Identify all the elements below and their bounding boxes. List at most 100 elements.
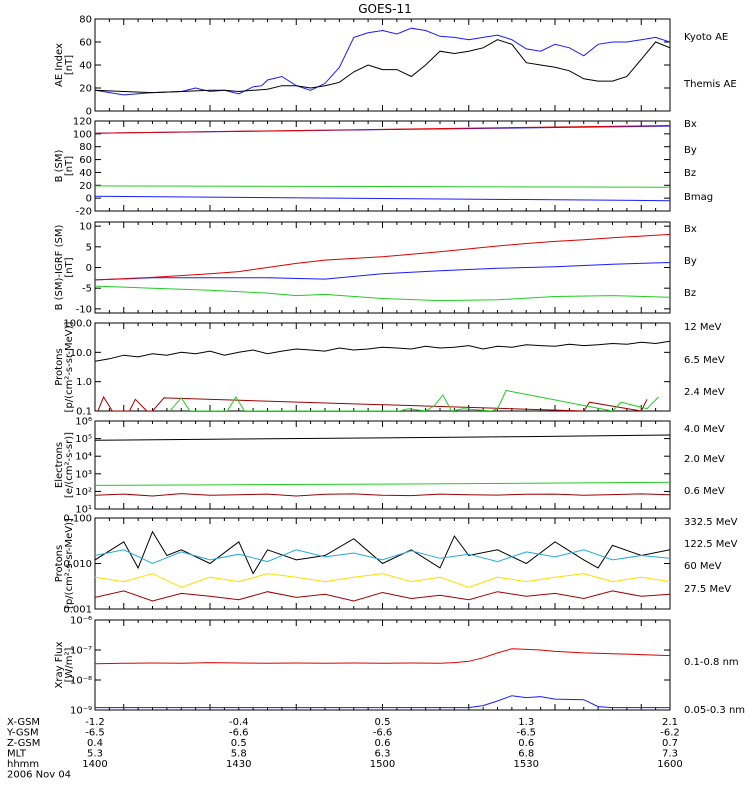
y-axis-label-line: [p/(cm²-s-sr-MeV)] (64, 321, 75, 412)
panel-protons_high: 0.001 0.010 0.100Protons[p/(cm²-s-sr-MeV)]… (54, 514, 738, 616)
y-tick-label: -10 (76, 304, 92, 315)
x-axis-row-value: 1600 (657, 759, 682, 770)
series-line-bz (95, 125, 670, 134)
legend-entry: By (684, 145, 697, 156)
legend-entry: 12 MeV (684, 322, 722, 333)
y-axis-label-line: Electrons (54, 442, 65, 488)
y-axis-label: Xray Flux[W/m²] (54, 641, 75, 688)
y-axis-label: Protons[p/(cm²-s-sr-MeV)] (54, 518, 75, 609)
y-tick-label: 60 (79, 38, 92, 49)
series-line-60-mev (95, 549, 670, 565)
legend-entry: Bmag (684, 192, 713, 203)
y-axis-label: AE Index[nT] (54, 43, 75, 87)
legend-entry: 122.5 MeV (684, 539, 738, 550)
x-axis-row-value: -6.5 (516, 728, 536, 739)
y-axis-label-line: Protons (54, 545, 65, 582)
y-axis-label-line: [nT] (64, 156, 75, 176)
series-line-0-6-mev (95, 434, 670, 441)
x-axis-row-value: 1530 (514, 759, 539, 770)
y-axis-label-line: Protons (54, 348, 65, 385)
y-tick-label: 100 (73, 129, 92, 140)
x-axis-row-value: 0.4 (87, 738, 103, 749)
legend-entry: 0.6 MeV (684, 486, 725, 497)
y-tick-label: 10⁻⁷ (70, 646, 92, 657)
y-tick-label: -5 (82, 284, 92, 295)
y-tick-label: 10⁻⁶ (70, 616, 92, 627)
panel-ae: 0 20 40 60 80 AE Index[nT] Kyoto AE Themis AE (54, 15, 737, 118)
series-line-27-5-mev (95, 590, 670, 602)
y-tick-label: 0.100 (63, 514, 92, 525)
x-axis-row-value: 1400 (82, 759, 107, 770)
x-axis-row-value: 5.3 (87, 749, 103, 760)
x-axis-row-value: 1430 (226, 759, 251, 770)
y-tick-label: 20 (79, 181, 92, 192)
y-axis-label-line: [nT] (64, 257, 75, 277)
x-axis-table: X-GSM -1.2 -0.4 0.5 1.3 2.1 Y-GSM -6.5 -6.6 -6.6 -… (6, 717, 683, 781)
y-tick-label: 10 (79, 222, 92, 233)
y-axis-label: B (SM)[nT] (54, 149, 75, 182)
y-tick-label: 80 (79, 15, 92, 26)
y-axis-label: Protons[p/(cm²-s-sr-MeV)] (54, 321, 75, 412)
x-axis-row-value: 0.6 (518, 738, 534, 749)
x-axis-row-label: Z-GSM (7, 738, 40, 749)
y-tick-label: 0.1 (76, 407, 92, 418)
series-line-bz (95, 233, 670, 281)
y-axis-label-line: [W/m²] (64, 647, 75, 682)
series-line-12-mev (97, 395, 648, 411)
series-line-0-05-0-3-nm (95, 695, 670, 709)
series-line-4-0-mev (95, 493, 670, 497)
series-line-0-1-0-8-nm (95, 648, 670, 665)
legend-entry: 6.5 MeV (684, 355, 725, 366)
y-tick-label: 5 (86, 242, 92, 253)
series-line-by (95, 185, 670, 188)
legend-entry: 4.0 MeV (684, 424, 725, 435)
x-axis-row-label: X-GSM (7, 717, 40, 728)
legend-entry: 27.5 MeV (684, 584, 731, 595)
legend-entry: 60 MeV (684, 561, 722, 572)
y-tick-label: 10⁴ (75, 452, 92, 463)
y-tick-label: 80 (79, 142, 92, 153)
y-tick-label: 0 (86, 107, 92, 118)
legend-entry: 0.1-0.8 nm (684, 657, 739, 668)
x-axis-row-value: 0.7 (662, 738, 678, 749)
legend-entry: 332.5 MeV (684, 517, 738, 528)
y-tick-label: 10⁻⁹ (70, 706, 92, 717)
series-line-122-5-mev (95, 573, 670, 588)
y-tick-label: 20 (79, 84, 92, 95)
y-axis-label: B (SM)-IGRF (SM)[nT] (54, 225, 75, 311)
x-axis-row-value: 5.8 (231, 749, 247, 760)
y-tick-label: 0 (86, 263, 92, 274)
legend-entry: Themis AE (683, 79, 737, 90)
y-tick-label: 10³ (75, 469, 92, 480)
x-axis-row-value: -1.2 (85, 717, 105, 728)
series-line-6-5-mev (169, 389, 659, 411)
legend-entry: Bz (684, 288, 696, 299)
y-tick-label: 0.010 (63, 559, 92, 570)
x-axis-date: 2006 Nov 04 (7, 770, 71, 781)
y-tick-label: 10¹ (75, 505, 92, 516)
legend-entry: 0.05-0.3 nm (684, 705, 745, 716)
x-axis-row-value: -6.6 (373, 728, 393, 739)
y-tick-label: 10.0 (70, 348, 92, 359)
x-axis-row-value: -6.2 (660, 728, 680, 739)
x-axis-row-value: -6.6 (229, 728, 249, 739)
y-tick-label: 10⁵ (75, 434, 92, 445)
x-axis-row-value: 0.5 (375, 717, 391, 728)
y-axis-label-line: AE Index (54, 43, 65, 87)
y-axis-label-line: [e/(cm²-s-sr)] (64, 432, 75, 498)
y-tick-label: 0.001 (63, 605, 92, 616)
y-tick-label: -20 (76, 207, 92, 218)
panel-xray: 10⁻⁹ 10⁻⁸ 10⁻⁷ 10⁻⁶ Xray Flux[W/m²] 0.1-0.8 n… (54, 616, 745, 717)
chart-title: GOES-11 (358, 2, 412, 16)
series-line-2-0-mev (95, 481, 670, 486)
series-line-kyoto-ae (95, 27, 670, 96)
x-axis-row-value: -6.5 (85, 728, 105, 739)
y-axis-label: Electrons[e/(cm²-s-sr)] (54, 432, 75, 498)
y-tick-label: 10⁻⁸ (70, 676, 92, 687)
y-tick-label: 10⁶ (75, 417, 92, 428)
panel-frame (94, 221, 671, 314)
x-axis-row-label: MLT (7, 749, 27, 760)
